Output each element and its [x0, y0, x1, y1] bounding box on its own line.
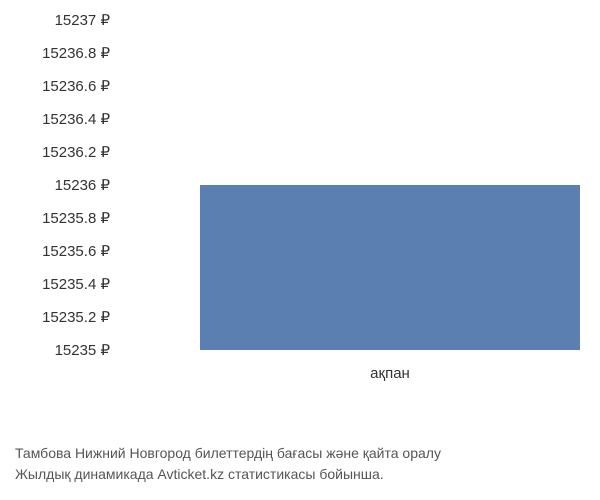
x-axis-label: ақпан	[370, 365, 410, 382]
bar	[200, 185, 580, 350]
chart-container: 15237 ₽ 15236.8 ₽ 15236.6 ₽ 15236.4 ₽ 15…	[0, 0, 600, 500]
y-tick: 15235 ₽	[55, 341, 110, 359]
plot-area: ақпан	[120, 20, 580, 350]
y-tick: 15236.8 ₽	[42, 44, 110, 62]
caption-line: Жылдық динамикада Avticket.kz статистика…	[15, 464, 441, 485]
y-tick: 15235.8 ₽	[42, 209, 110, 227]
caption-line: Тамбова Нижний Новгород билеттердің баға…	[15, 443, 441, 464]
y-tick: 15237 ₽	[55, 11, 110, 29]
y-tick: 15235.4 ₽	[42, 275, 110, 293]
chart-caption: Тамбова Нижний Новгород билеттердің баға…	[15, 443, 441, 485]
y-tick: 15236.2 ₽	[42, 143, 110, 161]
y-tick: 15235.6 ₽	[42, 242, 110, 260]
y-tick: 15236.4 ₽	[42, 110, 110, 128]
y-tick: 15236.6 ₽	[42, 77, 110, 95]
y-tick: 15235.2 ₽	[42, 308, 110, 326]
y-tick: 15236 ₽	[55, 176, 110, 194]
